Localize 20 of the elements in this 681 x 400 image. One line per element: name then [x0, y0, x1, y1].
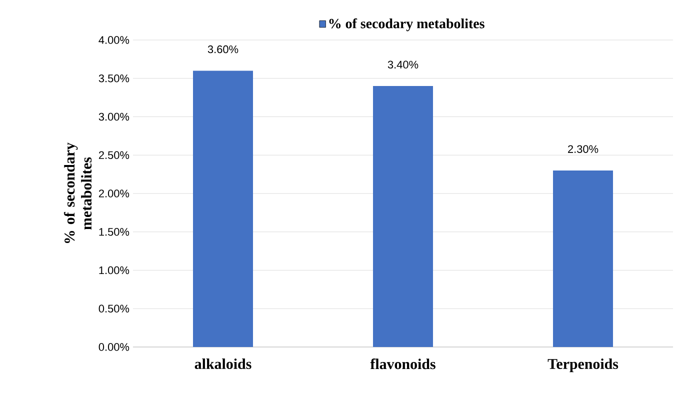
y-tick-label: 0.50% — [98, 304, 130, 313]
y-tick-label: 1.00% — [99, 266, 130, 274]
data-label: 3.60% — [208, 45, 238, 54]
bar — [553, 170, 614, 347]
x-tick-label: alkaloids — [194, 358, 252, 370]
bar — [193, 70, 253, 347]
data-label: 2.30% — [568, 145, 598, 153]
y-tick-label: 3.00% — [98, 112, 130, 121]
y-tick-label: 4.00% — [98, 36, 130, 44]
y-tick-label: 2.50% — [98, 151, 130, 160]
y-tick-label: 2.00% — [98, 190, 130, 198]
data-label: 3.40% — [388, 60, 418, 69]
y-tick-label: 0.00% — [98, 343, 130, 351]
x-tick-label: flavonoids — [370, 358, 436, 370]
bar — [373, 86, 434, 347]
legend-label: % of secodary metabolites — [329, 18, 484, 32]
x-tick-label: Terpenoids — [548, 358, 618, 372]
y-tick-label: 3.50% — [98, 74, 130, 82]
y-axis-title: % of secondary metabolites — [64, 142, 92, 244]
y-tick-label: 1.50% — [99, 228, 130, 236]
